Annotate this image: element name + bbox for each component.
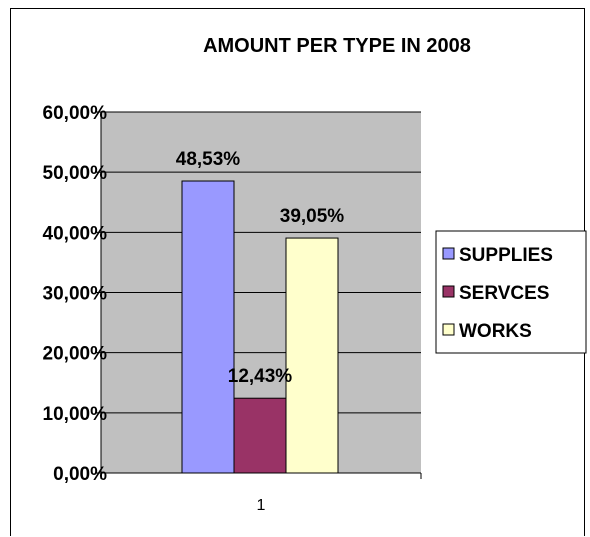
x-tick-label: 1 — [257, 497, 266, 514]
data-label-servces: 12,43% — [228, 366, 293, 387]
legend-label-supplies: SUPPLIES — [459, 245, 553, 266]
chart-title: AMOUNT PER TYPE IN 2008 — [203, 35, 471, 57]
y-tick-label: 0,00% — [53, 464, 107, 485]
bar-works — [285, 237, 339, 474]
y-tick-label: 50,00% — [43, 163, 108, 184]
bar-supplies — [181, 180, 235, 474]
data-labels: 48,53% 12,43% 39,05% — [176, 149, 345, 387]
legend-box — [435, 230, 587, 354]
x-tick-labels: 1 — [257, 497, 266, 514]
legend-label-works: WORKS — [459, 321, 532, 342]
legend-swatch-servces — [442, 285, 455, 298]
y-tick-label: 10,00% — [43, 404, 108, 425]
axes — [95, 111, 422, 479]
legend-label-servces: SERVCES — [459, 283, 549, 304]
legend-swatch-supplies — [442, 247, 455, 260]
y-tick-label: 20,00% — [43, 344, 108, 365]
legend: SUPPLIES SERVCES WORKS — [435, 230, 587, 354]
legend-swatch-works — [442, 323, 455, 336]
y-tick-labels: 0,00% 10,00% 20,00% 30,00% 40,00% 50,00% 60,00… — [43, 103, 108, 485]
y-tick-label: 60,00% — [43, 103, 108, 124]
data-label-supplies: 48,53% — [176, 149, 241, 170]
y-tick-label: 40,00% — [43, 223, 108, 244]
bar-servces — [233, 397, 287, 474]
data-label-works: 39,05% — [280, 206, 345, 227]
y-tick-label: 30,00% — [43, 284, 108, 305]
